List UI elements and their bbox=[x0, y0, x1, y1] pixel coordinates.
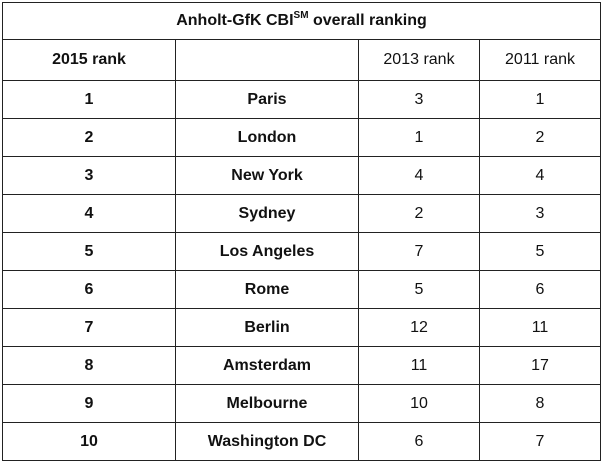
table-title-superscript: SM bbox=[293, 9, 309, 21]
table-row: 10 Washington DC 6 7 bbox=[2, 422, 602, 461]
table-row: 8 Amsterdam 11 17 bbox=[2, 346, 602, 385]
ranking-table-body: Anholt-GfK CBISM overall ranking 2015 ra… bbox=[1, 2, 602, 461]
header-city bbox=[175, 39, 359, 81]
table-row: 4 Sydney 2 3 bbox=[2, 194, 602, 233]
table-row: 6 Rome 5 6 bbox=[2, 270, 602, 309]
rank-2013-cell: 2 bbox=[358, 194, 480, 233]
header-2013-rank: 2013 rank bbox=[358, 39, 480, 81]
table-row: 9 Melbourne 10 8 bbox=[2, 384, 602, 423]
table-title: Anholt-GfK CBISM overall ranking bbox=[1, 2, 602, 40]
city-cell: Washington DC bbox=[175, 422, 359, 461]
rank-2013-cell: 6 bbox=[358, 422, 480, 461]
city-cell: Rome bbox=[175, 270, 359, 309]
rank-2013-cell: 5 bbox=[358, 270, 480, 309]
rank-2013-cell: 4 bbox=[358, 156, 480, 195]
rank-2013-cell: 12 bbox=[358, 308, 480, 347]
rank-2013-cell: 3 bbox=[358, 80, 480, 119]
city-cell: New York bbox=[175, 156, 359, 195]
table-row: 3 New York 4 4 bbox=[2, 156, 602, 195]
rank-2015-cell: 3 bbox=[2, 156, 176, 195]
rank-2011-cell: 6 bbox=[478, 270, 602, 309]
city-cell: Berlin bbox=[175, 308, 359, 347]
city-cell: Sydney bbox=[175, 194, 359, 233]
header-row: 2015 rank 2013 rank 2011 rank bbox=[2, 39, 602, 81]
rank-2011-cell: 7 bbox=[478, 422, 602, 461]
rank-2011-cell: 5 bbox=[478, 232, 602, 271]
table-row: 2 London 1 2 bbox=[2, 118, 602, 157]
ranking-table: Anholt-GfK CBISM overall ranking 2015 ra… bbox=[1, 2, 602, 461]
rank-2013-cell: 1 bbox=[358, 118, 480, 157]
rank-2013-cell: 11 bbox=[358, 346, 480, 385]
rank-2015-cell: 1 bbox=[2, 80, 176, 119]
rank-2015-cell: 8 bbox=[2, 346, 176, 385]
rank-2011-cell: 11 bbox=[478, 308, 602, 347]
rank-2015-cell: 4 bbox=[2, 194, 176, 233]
rank-2013-cell: 7 bbox=[358, 232, 480, 271]
rank-2011-cell: 8 bbox=[478, 384, 602, 423]
rank-2011-cell: 2 bbox=[478, 118, 602, 157]
city-cell: Amsterdam bbox=[175, 346, 359, 385]
rank-2015-cell: 6 bbox=[2, 270, 176, 309]
table-title-main: Anholt-GfK CBI bbox=[176, 12, 294, 29]
rank-2013-cell: 10 bbox=[358, 384, 480, 423]
header-2011-rank: 2011 rank bbox=[478, 39, 602, 81]
rank-2015-cell: 9 bbox=[2, 384, 176, 423]
table-row: 7 Berlin 12 11 bbox=[2, 308, 602, 347]
rank-2011-cell: 4 bbox=[478, 156, 602, 195]
city-cell: Melbourne bbox=[175, 384, 359, 423]
rank-2015-cell: 5 bbox=[2, 232, 176, 271]
rank-2015-cell: 2 bbox=[2, 118, 176, 157]
table-row: 1 Paris 3 1 bbox=[2, 80, 602, 119]
city-cell: Los Angeles bbox=[175, 232, 359, 271]
city-cell: London bbox=[175, 118, 359, 157]
rank-2011-cell: 1 bbox=[478, 80, 602, 119]
rank-2015-cell: 10 bbox=[2, 422, 176, 461]
header-2015-rank: 2015 rank bbox=[2, 39, 176, 81]
title-row: Anholt-GfK CBISM overall ranking bbox=[1, 2, 602, 40]
rank-2011-cell: 17 bbox=[478, 346, 602, 385]
city-cell: Paris bbox=[175, 80, 359, 119]
table-row: 5 Los Angeles 7 5 bbox=[2, 232, 602, 271]
rank-2011-cell: 3 bbox=[478, 194, 602, 233]
table-title-suffix: overall ranking bbox=[308, 12, 427, 29]
rank-2015-cell: 7 bbox=[2, 308, 176, 347]
